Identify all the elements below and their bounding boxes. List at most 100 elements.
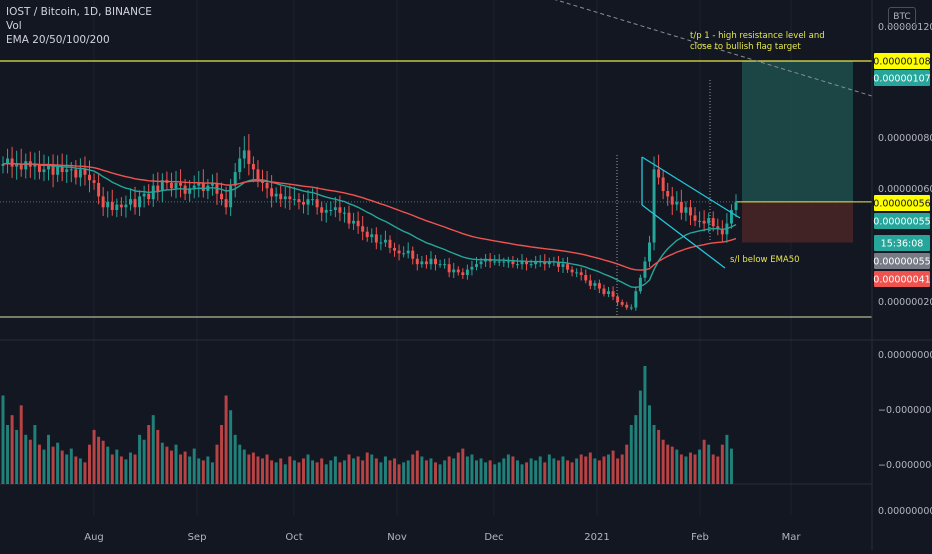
- volume-bar: [484, 462, 488, 484]
- trend-line-dashed[interactable]: [540, 0, 873, 97]
- candle-body: [679, 201, 683, 213]
- volume-bar: [497, 462, 501, 484]
- volume-bar: [251, 452, 255, 484]
- candle-body: [584, 275, 588, 281]
- stop-loss-zone[interactable]: [742, 201, 853, 243]
- price-tag-gray[interactable]: [874, 253, 930, 269]
- price-tag-yellow[interactable]: [874, 53, 930, 69]
- candle-body: [197, 182, 201, 186]
- price-axis-tick: 0.00000120: [878, 22, 932, 33]
- volume-bar: [666, 444, 670, 484]
- volume-bar: [597, 460, 601, 484]
- candle-body: [688, 207, 692, 216]
- candle-body: [256, 169, 260, 181]
- candle-body: [397, 250, 401, 254]
- candle-body: [297, 199, 301, 202]
- volume-bar: [28, 439, 32, 484]
- volume-bar: [543, 462, 547, 484]
- candle-body: [42, 169, 46, 173]
- candle-body: [238, 158, 242, 173]
- volume-bar: [538, 456, 542, 484]
- candle-body: [520, 261, 524, 265]
- candle-body: [69, 169, 73, 171]
- volume-bar: [224, 395, 228, 484]
- price-tag-teal[interactable]: [874, 213, 930, 229]
- volume-bar: [24, 434, 28, 484]
- candle-body: [616, 296, 620, 303]
- time-axis-tick: Dec: [484, 532, 503, 543]
- symbol-title[interactable]: IOST / Bitcoin, 1D, BINANCE: [6, 6, 152, 18]
- volume-bar: [69, 448, 73, 484]
- volume-bar: [324, 464, 328, 484]
- candle-body: [6, 158, 10, 164]
- candle-body: [51, 163, 55, 175]
- candle-body: [406, 250, 410, 254]
- price-axis-tick: 0.00000080: [878, 133, 932, 144]
- volume-bar: [206, 456, 210, 484]
- candle-body: [279, 193, 283, 200]
- candle-body: [556, 261, 560, 267]
- annotation-stop: s/l below EMA50: [730, 255, 800, 265]
- volume-bar: [220, 425, 224, 484]
- volume-bar: [602, 456, 606, 484]
- price-tag-teal[interactable]: [874, 70, 930, 86]
- candle-body: [156, 185, 160, 192]
- candle-body: [379, 242, 383, 244]
- volume-bar: [256, 456, 260, 484]
- candle-body: [729, 209, 733, 224]
- candle-body: [142, 193, 146, 197]
- currency-badge[interactable]: BTC: [888, 7, 916, 27]
- candle-body: [420, 261, 424, 265]
- volume-bar: [406, 460, 410, 484]
- volume-bar: [475, 460, 478, 484]
- flag-upper-line[interactable]: [641, 156, 741, 219]
- candle-body: [179, 182, 183, 186]
- price-tag-yellow[interactable]: [874, 195, 930, 211]
- ema-indicator-label[interactable]: EMA 20/50/100/200: [6, 34, 110, 46]
- candle-body: [24, 161, 28, 170]
- candle-body: [383, 239, 387, 243]
- price-tag-teal-timer[interactable]: [874, 235, 930, 251]
- volume-bar: [188, 456, 192, 484]
- candle-body: [415, 258, 419, 265]
- price-tag-red[interactable]: [874, 271, 930, 287]
- volume-bar: [320, 458, 324, 484]
- volume-bar: [329, 460, 333, 484]
- candle-body: [338, 207, 342, 213]
- volume-bar: [302, 458, 305, 484]
- volume-bar: [379, 462, 383, 484]
- volume-bar: [15, 429, 19, 484]
- volume-bar: [274, 462, 278, 484]
- take-profit-zone[interactable]: [742, 61, 853, 202]
- candle-body: [320, 207, 324, 213]
- ema20-line[interactable]: [2, 162, 737, 289]
- volume-indicator-label[interactable]: Vol: [6, 20, 22, 32]
- volume-bar: [515, 460, 519, 484]
- volume-bar: [101, 440, 105, 484]
- volume-bar: [725, 434, 729, 484]
- candle-body: [270, 188, 274, 197]
- volume-bar: [520, 464, 524, 484]
- candle-body: [470, 266, 474, 270]
- candle-body: [315, 199, 319, 208]
- candle-body: [447, 264, 451, 273]
- candle-body: [352, 220, 356, 224]
- candle-body: [74, 169, 78, 178]
- candle-body: [365, 231, 369, 238]
- ema50-line[interactable]: [2, 162, 737, 271]
- volume-bar: [720, 444, 724, 484]
- flag-lower-line[interactable]: [641, 204, 726, 269]
- volume-bar: [506, 454, 510, 484]
- volume-bar: [169, 450, 173, 484]
- volume-bar: [233, 434, 237, 484]
- volume-bar: [648, 405, 651, 484]
- candle-body: [174, 182, 178, 189]
- volume-bar: [133, 454, 137, 484]
- candle-body: [106, 201, 110, 208]
- volume-bar: [83, 462, 87, 484]
- volume-bar: [579, 454, 583, 484]
- volume-bar: [292, 460, 296, 484]
- candle-body: [97, 182, 101, 197]
